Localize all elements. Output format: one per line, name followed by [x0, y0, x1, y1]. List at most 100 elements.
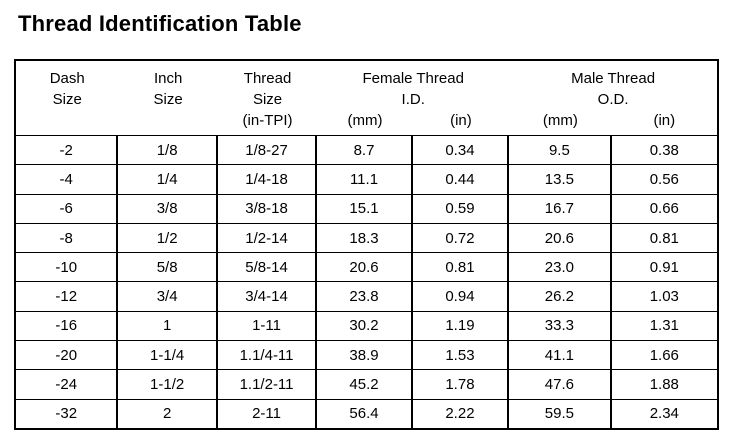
- table-cell: 2: [118, 399, 218, 428]
- table-cell: 33.3: [509, 311, 612, 341]
- table-cell: -4: [16, 165, 119, 194]
- table-cell: 1/8: [118, 136, 218, 165]
- col-header-thread: Thread: [243, 70, 292, 87]
- col-group-female-id: I.D.: [401, 91, 425, 108]
- table-cell: 1.19: [413, 311, 510, 341]
- table-cell: 30.2: [317, 311, 413, 341]
- table-cell: 0.81: [649, 229, 679, 247]
- thread-identification-table: Dash Inch Thread Female Thread Male Thre…: [14, 59, 719, 430]
- table-cell: -10: [16, 253, 119, 282]
- table-cell: 11.1: [317, 165, 413, 194]
- table-cell: 59.5: [509, 399, 612, 428]
- table-cell: 8.7: [317, 136, 413, 165]
- table-row: -32 2 2-11 56.4 2.22 59.5 2.34: [16, 399, 717, 428]
- col-group-male-od: O.D.: [597, 91, 629, 108]
- table-row: -16 1 1-11 30.2 1.19 33.3 1.31: [16, 311, 717, 342]
- table-cell: 0.44: [413, 165, 510, 194]
- table-cell: -6: [16, 194, 119, 223]
- table-cell: 5/8: [118, 253, 218, 282]
- table-cell: 1/4-18: [218, 165, 318, 194]
- table-cell: -24: [16, 370, 119, 399]
- table-cell: 23.0: [509, 253, 612, 282]
- table-cell: 1: [118, 311, 218, 341]
- table-row: -12 3/4 3/4-14 23.8 0.94 26.2 1.03: [16, 282, 717, 312]
- col-header-dash: Dash: [49, 70, 85, 87]
- table-cell: 1-11: [218, 311, 318, 341]
- table-row: -24 1-1/2 1.1/2-11 45.2 1.78 47.6 1.88: [16, 370, 717, 400]
- table-row: -2 1/8 1/8-27 8.7 0.34 9.5 0.38: [16, 136, 717, 166]
- table-cell: 3/4-14: [218, 282, 318, 311]
- col-header-male-in: (in): [653, 112, 676, 129]
- table-cell: 20.6: [317, 253, 413, 282]
- table-cell: 38.9: [317, 341, 413, 370]
- table-cell: 0.56: [649, 170, 679, 188]
- table-cell: 47.6: [509, 370, 612, 399]
- table-cell: 1.1/2-11: [218, 370, 318, 399]
- table-cell: 56.4: [317, 399, 413, 428]
- table-cell: 16.7: [509, 194, 612, 223]
- table-cell: 1.78: [413, 370, 510, 399]
- table-cell: 2-11: [218, 399, 318, 428]
- table-cell: 1-1/4: [118, 341, 218, 370]
- table-cell: 1.31: [649, 317, 679, 335]
- table-cell: 2.34: [649, 405, 679, 423]
- table-cell: 0.38: [649, 141, 679, 159]
- col-header-thread-line2: Size: [252, 91, 283, 108]
- table-cell: 0.34: [413, 136, 510, 165]
- table-row: -10 5/8 5/8-14 20.6 0.81 23.0 0.91: [16, 253, 717, 283]
- table-cell: 1.66: [649, 346, 679, 364]
- col-header-dash-line3: [16, 110, 118, 131]
- table-row: -20 1-1/4 1.1/4-11 38.9 1.53 41.1 1.66: [16, 341, 717, 371]
- table-cell: 26.2: [509, 282, 612, 311]
- col-header-dash-line2: Size: [52, 91, 82, 108]
- table-cell: 3/8: [118, 194, 218, 223]
- col-header-inch-line2: Size: [153, 91, 183, 108]
- table-cell: 3/4: [118, 282, 218, 311]
- table-cell: 0.94: [413, 282, 510, 311]
- table-cell: 20.6: [509, 223, 612, 253]
- table-row: -8 1/2 1/2-14 18.3 0.72 20.6 0.81: [16, 223, 717, 254]
- col-header-thread-unit: (in-TPI): [242, 112, 293, 129]
- table-cell: 0.59: [413, 194, 510, 223]
- table-cell: -12: [16, 282, 119, 311]
- col-header-inch-line3: [118, 110, 217, 131]
- col-header-inch: Inch: [153, 70, 183, 87]
- table-cell: 41.1: [509, 341, 612, 370]
- table-cell: 0.91: [649, 258, 679, 276]
- table-cell: 1/2-14: [218, 223, 318, 253]
- table-cell: 2.22: [413, 399, 510, 428]
- table-cell: 1.88: [649, 376, 679, 394]
- table-cell: -20: [16, 341, 119, 370]
- table-cell: 1.1/4-11: [218, 341, 318, 370]
- table-cell: 1.03: [649, 288, 679, 306]
- table-row: -4 1/4 1/4-18 11.1 0.44 13.5 0.56: [16, 165, 717, 195]
- table-cell: 23.8: [317, 282, 413, 311]
- col-header-male-mm: (mm): [542, 112, 578, 129]
- table-cell: 0.72: [413, 223, 510, 253]
- table-cell: 18.3: [317, 223, 413, 253]
- table-cell: -2: [16, 136, 119, 165]
- table-body: -2 1/8 1/8-27 8.7 0.34 9.5 0.38 -4 1/4 1/4-18 11.1…: [16, 136, 717, 428]
- table-cell: 3/8-18: [218, 194, 318, 223]
- table-cell: -8: [16, 223, 119, 253]
- col-group-male-thread: Male Thread: [571, 70, 656, 87]
- table-header: Dash Inch Thread Female Thread Male Thre…: [16, 61, 717, 136]
- table-cell: 1-1/2: [118, 370, 218, 399]
- table-cell: 1/2: [118, 223, 218, 253]
- table-cell: 9.5: [509, 136, 612, 165]
- table-cell: 0.81: [413, 253, 510, 282]
- table-cell: -16: [16, 311, 119, 341]
- col-header-female-mm: (mm): [347, 112, 383, 129]
- col-group-female-thread: Female Thread: [362, 70, 464, 87]
- table-cell: -32: [16, 399, 119, 428]
- table-cell: 13.5: [509, 165, 612, 194]
- table-cell: 1/4: [118, 165, 218, 194]
- table-cell: 5/8-14: [218, 253, 318, 282]
- table-cell: 1.53: [413, 341, 510, 370]
- page-title: Thread Identification Table: [18, 11, 302, 36]
- table-cell: 0.66: [649, 200, 679, 218]
- table-cell: 15.1: [317, 194, 413, 223]
- table-cell: 45.2: [317, 370, 413, 399]
- col-header-female-in: (in): [450, 112, 472, 129]
- table-row: -6 3/8 3/8-18 15.1 0.59 16.7 0.66: [16, 194, 717, 224]
